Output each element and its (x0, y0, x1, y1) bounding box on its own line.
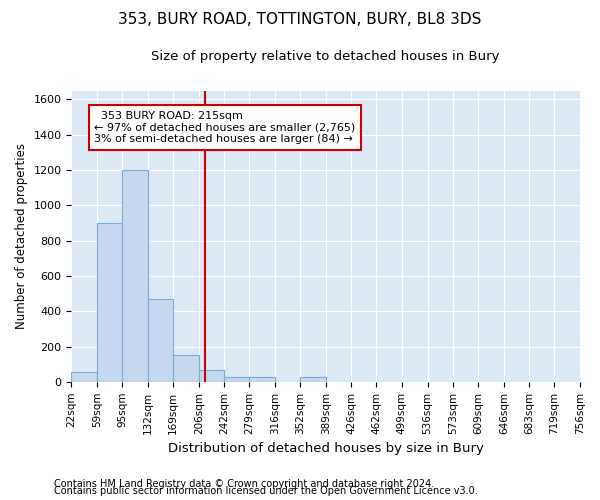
Y-axis label: Number of detached properties: Number of detached properties (15, 143, 28, 329)
Text: 353, BURY ROAD, TOTTINGTON, BURY, BL8 3DS: 353, BURY ROAD, TOTTINGTON, BURY, BL8 3D… (118, 12, 482, 28)
Bar (224, 376, 250, 382)
Bar (173, 356, 199, 382)
Bar (300, 378, 326, 382)
X-axis label: Distribution of detached houses by size in Bury: Distribution of detached houses by size … (168, 442, 484, 455)
Bar (148, 299, 173, 382)
Text: Contains HM Land Registry data © Crown copyright and database right 2024.: Contains HM Land Registry data © Crown c… (54, 479, 434, 489)
Text: 353 BURY ROAD: 215sqm
← 97% of detached houses are smaller (2,765)
3% of semi-de: 353 BURY ROAD: 215sqm ← 97% of detached … (94, 111, 356, 144)
Text: Contains public sector information licensed under the Open Government Licence v3: Contains public sector information licen… (54, 486, 478, 496)
Bar (71, 372, 97, 382)
Bar (122, 170, 148, 382)
Title: Size of property relative to detached houses in Bury: Size of property relative to detached ho… (151, 50, 500, 63)
Bar (199, 370, 224, 382)
Bar (250, 378, 275, 382)
Bar (97, 223, 122, 382)
